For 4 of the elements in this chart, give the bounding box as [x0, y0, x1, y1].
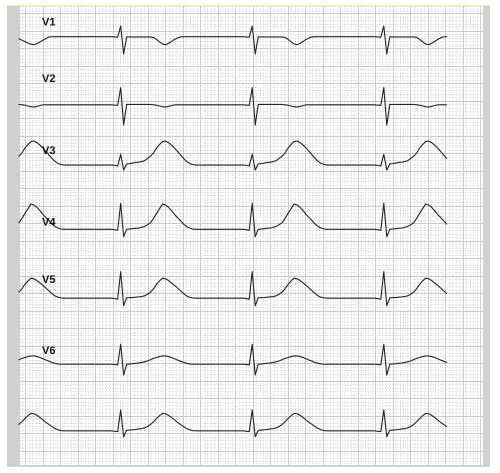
chart-title: V2 [42, 73, 56, 86]
chart-title: V5 [42, 274, 56, 286]
chart-title: V6 [42, 345, 56, 358]
chart-title: V1 [42, 16, 56, 29]
